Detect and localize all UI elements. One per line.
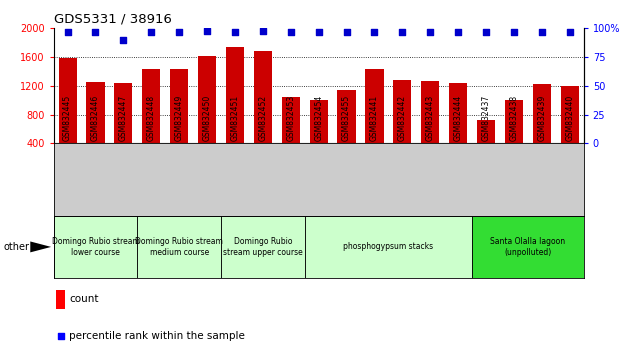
Point: [565, 29, 575, 35]
Point: [258, 28, 268, 34]
Text: Domingo Rubio stream
lower course: Domingo Rubio stream lower course: [52, 237, 139, 257]
Bar: [226, 47, 244, 172]
Point: [90, 29, 100, 35]
Point: [202, 28, 212, 34]
Bar: [221, 216, 305, 278]
Point: [398, 29, 408, 35]
Bar: [449, 83, 467, 172]
Point: [537, 29, 547, 35]
Bar: [365, 69, 384, 172]
Bar: [505, 99, 523, 172]
Bar: [254, 51, 272, 172]
Point: [230, 29, 240, 35]
Point: [271, 179, 281, 185]
Bar: [281, 97, 300, 172]
Bar: [310, 99, 327, 172]
Point: [314, 29, 324, 35]
Bar: [138, 216, 221, 278]
Point: [286, 29, 296, 35]
Bar: [54, 216, 138, 278]
Point: [174, 29, 184, 35]
Point: [62, 29, 73, 35]
Text: count: count: [69, 294, 98, 304]
Bar: [142, 69, 160, 172]
Point: [341, 29, 351, 35]
Text: Santa Olalla lagoon
(unpolluted): Santa Olalla lagoon (unpolluted): [490, 237, 565, 257]
Point: [369, 29, 379, 35]
Point: [425, 29, 435, 35]
Text: other: other: [3, 242, 29, 252]
Point: [509, 29, 519, 35]
Text: Domingo Rubio
stream upper course: Domingo Rubio stream upper course: [223, 237, 303, 257]
Bar: [533, 84, 551, 172]
Text: percentile rank within the sample: percentile rank within the sample: [69, 331, 245, 341]
Text: phosphogypsum stacks: phosphogypsum stacks: [343, 242, 433, 251]
Point: [453, 29, 463, 35]
Point: [119, 37, 129, 43]
Bar: [472, 216, 584, 278]
Bar: [421, 81, 439, 172]
Bar: [393, 80, 411, 172]
Bar: [477, 120, 495, 172]
Bar: [305, 216, 472, 278]
Bar: [198, 56, 216, 172]
Bar: [56, 290, 65, 309]
Text: GDS5331 / 38916: GDS5331 / 38916: [54, 12, 172, 25]
Bar: [561, 86, 579, 172]
Point: [146, 29, 156, 35]
Point: [481, 29, 491, 35]
Bar: [338, 90, 356, 172]
Polygon shape: [30, 241, 51, 252]
Bar: [86, 81, 105, 172]
Bar: [114, 83, 133, 172]
Text: Domingo Rubio stream
medium course: Domingo Rubio stream medium course: [135, 237, 223, 257]
Bar: [170, 69, 188, 172]
Bar: [59, 58, 76, 172]
